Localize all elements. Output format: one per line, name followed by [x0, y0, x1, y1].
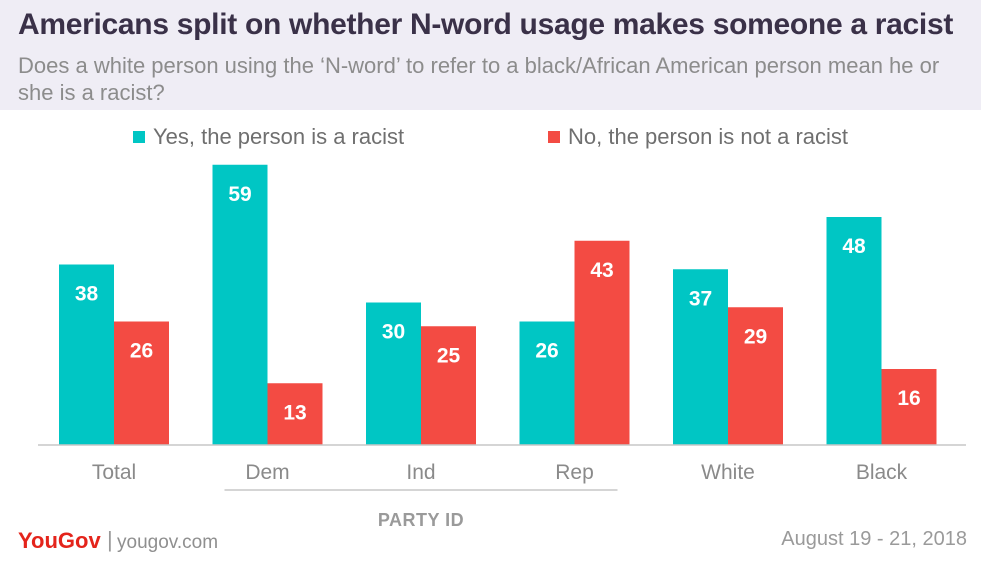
category-label-ind: Ind: [406, 461, 435, 484]
brand-logo: YouGov: [18, 528, 101, 553]
chart-title: Americans split on whether N-word usage …: [18, 8, 954, 41]
footer-url[interactable]: yougov.com: [117, 532, 219, 553]
data-label-white-no: 29: [744, 325, 767, 348]
bar-white-no: [728, 307, 783, 445]
category-label-white: White: [701, 461, 755, 484]
category-label-rep: Rep: [555, 461, 594, 484]
data-label-ind-no: 25: [437, 344, 461, 367]
data-label-dem-no: 13: [283, 401, 306, 424]
survey-date: August 19 - 21, 2018: [781, 528, 967, 550]
bar-total-yes: [59, 264, 114, 445]
bar-dem-no: [267, 383, 323, 445]
data-label-black-no: 16: [897, 387, 920, 410]
data-label-ind-yes: 30: [382, 321, 405, 344]
bar-dem-yes: [212, 164, 268, 445]
legend-label-yes: Yes, the person is a racist: [153, 124, 405, 149]
data-label-total-no: 26: [130, 340, 153, 363]
party-id-label: PARTY ID: [378, 510, 464, 530]
bar-rep-no: [574, 240, 630, 445]
bar-black-no: [881, 369, 937, 445]
data-label-black-yes: 48: [842, 235, 866, 258]
legend: Yes, the person is a racist No, the pers…: [0, 124, 981, 154]
legend-item-yes: Yes, the person is a racist: [133, 124, 404, 150]
legend-swatch-yes: [133, 131, 145, 143]
legend-item-no: No, the person is not a racist: [548, 124, 848, 150]
header-band: [0, 0, 981, 110]
footer-separator: |: [107, 527, 113, 552]
data-label-rep-yes: 26: [535, 340, 558, 363]
data-label-dem-yes: 59: [228, 183, 251, 206]
category-label-total: Total: [92, 461, 136, 484]
bar-total-no: [114, 321, 169, 445]
bar-rep-yes: [519, 321, 575, 445]
legend-label-no: No, the person is not a racist: [568, 124, 849, 149]
chart-subtitle: Does a white person using the ‘N-word’ t…: [18, 53, 940, 105]
bar-ind-yes: [366, 302, 421, 445]
bar-ind-no: [421, 326, 476, 445]
data-label-total-yes: 38: [75, 283, 99, 306]
bar-black-yes: [826, 217, 882, 445]
category-label-black: Black: [856, 461, 908, 484]
data-label-rep-no: 43: [590, 259, 613, 282]
category-label-dem: Dem: [245, 461, 289, 484]
bar-white-yes: [673, 269, 728, 445]
data-label-white-yes: 37: [689, 287, 712, 310]
legend-swatch-no: [548, 131, 560, 143]
